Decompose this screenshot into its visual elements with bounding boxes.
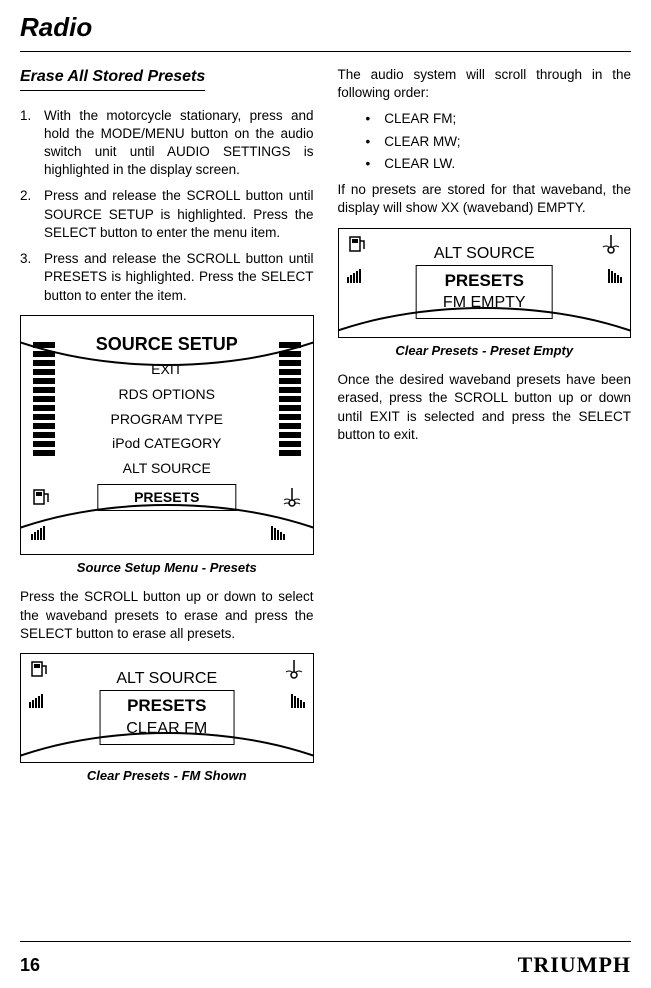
step-text: Press and release the SCROLL button unti… bbox=[44, 187, 314, 242]
fig1-item: RDS OPTIONS bbox=[97, 385, 236, 404]
step-3: 3.Press and release the SCROLL button un… bbox=[20, 250, 314, 305]
gauge-bars-right bbox=[279, 342, 301, 459]
bullet-item: CLEAR LW. bbox=[366, 155, 632, 173]
figure-clear-fm: ALT SOURCE PRESETS CLEAR FM bbox=[20, 653, 314, 763]
subheading-erase: Erase All Stored Presets bbox=[20, 66, 205, 91]
step-num: 3. bbox=[20, 250, 44, 305]
page-number: 16 bbox=[20, 955, 40, 976]
left-column: Erase All Stored Presets 1.With the moto… bbox=[20, 66, 314, 797]
fig1-title: SOURCE SETUP bbox=[96, 332, 238, 356]
hr bbox=[20, 51, 631, 52]
gauge-bottom-left bbox=[31, 522, 63, 536]
para-scroll-order: The audio system will scroll through in … bbox=[338, 66, 632, 102]
gauge-bottom-right bbox=[291, 694, 305, 713]
step-text: With the motorcycle stationary, press an… bbox=[44, 107, 314, 180]
fuel-icon bbox=[31, 486, 53, 508]
fig2-caption: Clear Presets - FM Shown bbox=[20, 767, 314, 785]
para-exit: Once the desired waveband presets have b… bbox=[338, 371, 632, 444]
fig1-highlight: PRESETS bbox=[97, 484, 236, 511]
triumph-logo: TRIUMPH bbox=[518, 952, 631, 978]
fig2-line1: PRESETS bbox=[126, 695, 207, 718]
fig1-caption: Source Setup Menu - Presets bbox=[20, 559, 314, 577]
fig1-menu: EXIT RDS OPTIONS PROGRAM TYPE iPod CATEG… bbox=[97, 360, 236, 517]
fig1-item: PROGRAM TYPE bbox=[97, 410, 236, 429]
step-text: Press and release the SCROLL button unti… bbox=[44, 250, 314, 305]
bullet-item: CLEAR FM; bbox=[366, 110, 632, 128]
page-title: Radio bbox=[20, 12, 631, 43]
fig1-item: EXIT bbox=[97, 360, 236, 379]
figure-preset-empty: ALT SOURCE PRESETS FM EMPTY bbox=[338, 228, 632, 338]
fig2-box: PRESETS CLEAR FM bbox=[99, 690, 234, 745]
fig3-box: PRESETS FM EMPTY bbox=[416, 265, 553, 320]
fig3-caption: Clear Presets - Preset Empty bbox=[338, 342, 632, 360]
temp-icon bbox=[600, 233, 622, 255]
step-num: 2. bbox=[20, 187, 44, 242]
fig3-top: ALT SOURCE bbox=[434, 243, 535, 265]
gauge-bars-left bbox=[33, 342, 55, 459]
step-1: 1.With the motorcycle stationary, press … bbox=[20, 107, 314, 180]
gauge-bottom-right bbox=[271, 522, 303, 536]
footer: 16 TRIUMPH bbox=[20, 941, 631, 978]
temp-icon bbox=[283, 658, 305, 680]
step-2: 2.Press and release the SCROLL button un… bbox=[20, 187, 314, 242]
bullet-item: CLEAR MW; bbox=[366, 133, 632, 151]
figure-source-setup: SOURCE SETUP EXIT RDS OPTIONS PROGRAM TY… bbox=[20, 315, 314, 555]
temp-icon bbox=[281, 486, 303, 508]
right-column: The audio system will scroll through in … bbox=[338, 66, 632, 797]
fuel-icon bbox=[29, 658, 51, 680]
fig2-top: ALT SOURCE bbox=[116, 668, 217, 690]
bullets-clear: CLEAR FM; CLEAR MW; CLEAR LW. bbox=[338, 110, 632, 173]
para-scroll-select: Press the SCROLL button up or down to se… bbox=[20, 588, 314, 643]
steps-list: 1.With the motorcycle stationary, press … bbox=[20, 107, 314, 305]
fuel-icon bbox=[347, 233, 369, 255]
fig2-line2: CLEAR FM bbox=[126, 718, 207, 740]
fig3-line2: FM EMPTY bbox=[443, 292, 526, 314]
fig1-item: iPod CATEGORY bbox=[97, 434, 236, 453]
fig1-item: ALT SOURCE bbox=[97, 459, 236, 478]
step-num: 1. bbox=[20, 107, 44, 180]
content-columns: Erase All Stored Presets 1.With the moto… bbox=[20, 66, 631, 797]
para-no-presets: If no presets are stored for that waveba… bbox=[338, 181, 632, 217]
gauge-bottom-left bbox=[347, 269, 361, 288]
gauge-bottom-left bbox=[29, 694, 43, 713]
fig3-line1: PRESETS bbox=[443, 270, 526, 293]
gauge-bottom-right bbox=[608, 269, 622, 288]
